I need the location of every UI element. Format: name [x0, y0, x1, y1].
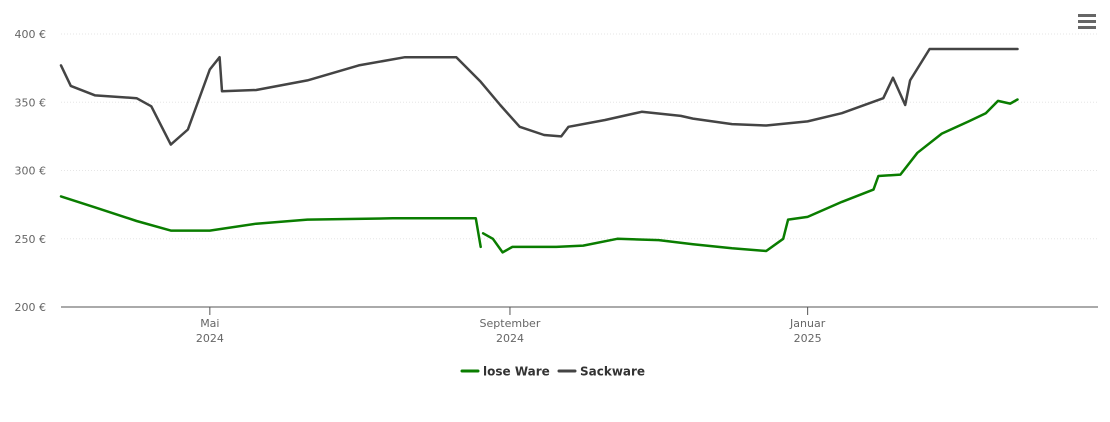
- x-tick-label: September: [480, 317, 541, 330]
- legend-label: Sackware: [580, 365, 645, 379]
- grid: [61, 33, 1098, 240]
- y-tick-label: 300 €: [15, 165, 47, 178]
- y-tick-label: 200 €: [15, 301, 47, 314]
- hamburger-menu-icon[interactable]: [1076, 12, 1098, 32]
- legend-item[interactable]: lose Ware: [460, 365, 550, 379]
- x-tick-year-label: 2025: [794, 332, 822, 345]
- y-tick-label: 350 €: [15, 96, 47, 109]
- axes: 200 € 250 € 300 € 350 € 400 € Mai 2024 Septembe…: [15, 28, 1098, 345]
- series: [59, 47, 1019, 254]
- x-tick-year-label: 2024: [196, 332, 224, 345]
- y-tick-label: 250 €: [15, 233, 47, 246]
- series-1-line: [59, 98, 1019, 254]
- legend[interactable]: lose Ware Sackware: [460, 365, 645, 379]
- x-tick-label: Januar: [789, 317, 826, 330]
- x-tick-year-label: 2024: [496, 332, 524, 345]
- series-2-line: [59, 47, 1019, 146]
- legend-label: lose Ware: [483, 365, 550, 379]
- series-line-segment: [59, 195, 482, 249]
- series-line-segment: [59, 47, 1019, 146]
- series-line-segment: [481, 98, 1019, 254]
- legend-item[interactable]: Sackware: [557, 365, 645, 379]
- x-tick-label: Mai: [200, 317, 219, 330]
- y-tick-label: 400 €: [15, 28, 47, 41]
